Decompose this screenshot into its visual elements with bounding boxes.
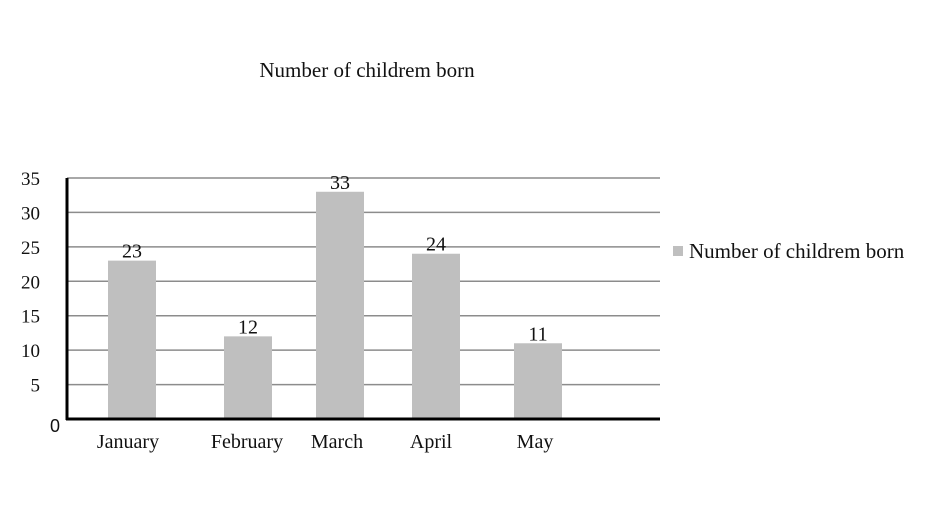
x-tick-label: April <box>410 431 453 453</box>
x-tick-label: May <box>517 431 554 453</box>
x-tick-label: January <box>97 431 159 453</box>
data-label: 24 <box>426 234 446 256</box>
bar-january <box>108 260 156 419</box>
legend-label: Number of childrem born <box>689 239 905 263</box>
data-label: 33 <box>330 172 350 194</box>
x-category-labels: January February March April May <box>97 431 553 453</box>
y-tick-label: 5 <box>31 376 41 397</box>
y-tick-labels: 05 10 15 20 25 30 35 <box>21 169 60 436</box>
y-tick-label: 35 <box>21 169 40 190</box>
y-tick-label: 15 <box>21 307 40 328</box>
x-tick-label: February <box>211 431 283 453</box>
y-tick-label: 0 <box>50 416 60 436</box>
bar-march <box>316 191 364 419</box>
bar-may <box>514 343 562 419</box>
data-label: 12 <box>238 316 258 338</box>
legend-swatch <box>673 246 683 256</box>
chart-title: Number of childrem born <box>259 58 475 82</box>
data-labels: 23 12 33 24 11 <box>122 172 548 345</box>
y-tick-label: 25 <box>21 238 40 259</box>
y-tick-label: 30 <box>21 203 40 224</box>
legend: Number of childrem born <box>673 239 905 263</box>
data-label: 23 <box>122 241 142 263</box>
axes <box>65 178 660 421</box>
bar-february <box>224 336 272 419</box>
y-tick-label: 20 <box>21 272 40 293</box>
bars <box>108 191 562 419</box>
data-label: 11 <box>528 323 547 345</box>
x-tick-label: March <box>311 431 363 453</box>
bar-april <box>412 253 460 419</box>
y-tick-label: 10 <box>21 341 40 362</box>
